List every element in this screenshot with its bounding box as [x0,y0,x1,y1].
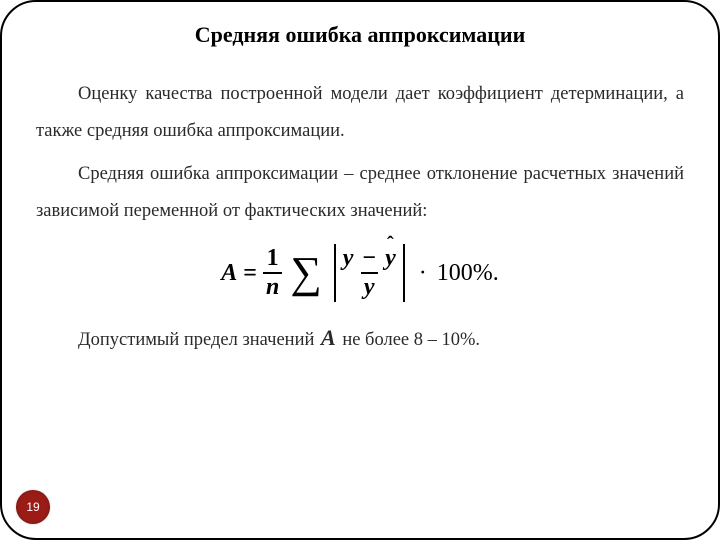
slide-content: Оценку качества построенной модели дает … [2,56,718,360]
formula-abs-frac-wrap: y − y y [340,244,399,302]
page-number-badge: 19 [16,490,50,524]
abs-num-yhat: y [385,246,396,271]
limit-pre: Допустимый предел значений [78,330,319,350]
formula-block: A = 1 n ∑ y − y [36,236,684,310]
formula-abs-frac: y − y y [340,246,399,300]
paragraph-2: Средняя ошибка аппроксимации – среднее о… [36,156,684,230]
paragraph-1: Оценку качества построенной модели дает … [36,76,684,150]
abs-bar-right [403,244,405,302]
sigma-icon: ∑ [288,258,323,289]
limit-post: не более 8 – 10%. [338,330,480,350]
formula-abs-num: y − y [340,246,399,272]
formula-abs-den: y [361,272,378,300]
formula-coef-num: 1 [264,246,282,272]
slide-title: Средняя ошибка аппроксимации [2,2,718,56]
abs-num-y: y [343,245,354,271]
abs-num-minus: − [359,245,379,271]
formula-coef-den: n [263,272,282,300]
abs-bar-left [334,244,336,302]
formula-dot: · [415,261,431,285]
formula-equals: = [243,261,257,285]
limit-A: A [319,325,338,350]
formula: A = 1 n ∑ y − y [221,244,498,302]
slide-frame: Средняя ошибка аппроксимации Оценку каче… [0,0,720,540]
paragraph-limit: Допустимый предел значений A не более 8 … [36,316,684,360]
page-number: 19 [26,500,39,514]
formula-tail: 100%. [437,261,499,285]
formula-coef-frac: 1 n [263,246,282,300]
formula-abs: y − y y [330,244,409,302]
formula-lhs: A [221,261,237,285]
